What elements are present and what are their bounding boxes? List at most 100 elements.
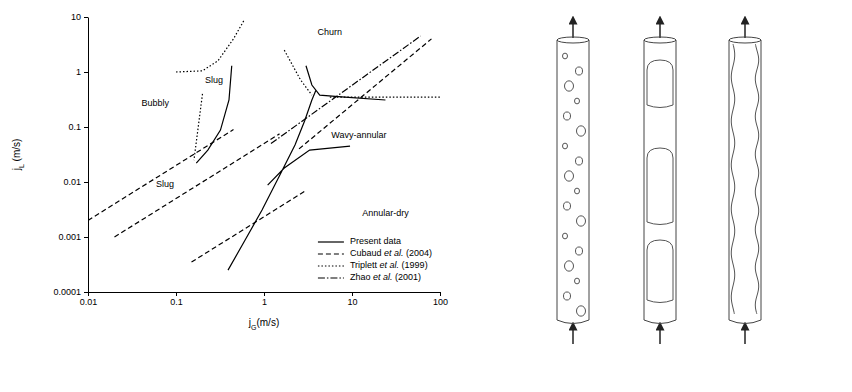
tube-end xyxy=(557,320,589,324)
legend-background xyxy=(314,232,436,288)
legend-entry: Triplett et al. (1999) xyxy=(318,260,428,270)
tick: 0.1 xyxy=(68,122,88,132)
bubble xyxy=(575,278,580,284)
tube-wall xyxy=(589,40,590,320)
arrow xyxy=(572,20,574,38)
bubble xyxy=(564,292,571,300)
bubble xyxy=(577,216,586,226)
legend-swatch xyxy=(318,253,344,254)
tick-label: 0.01 xyxy=(63,177,81,187)
tick-label: 100 xyxy=(433,297,448,307)
taylor-bubble xyxy=(647,240,673,303)
tick-label: 10 xyxy=(347,297,357,307)
tick-label: 10 xyxy=(71,12,81,22)
tick-label: 0.1 xyxy=(68,122,81,132)
legend-swatch xyxy=(318,265,344,266)
arrow xyxy=(744,20,746,38)
legend-label: Cubaud et al. (2004) xyxy=(350,248,432,258)
legend-label: Zhao et al. (2001) xyxy=(350,272,421,282)
tick-label: 0.1 xyxy=(170,297,183,307)
tube-end xyxy=(644,37,676,43)
tick: 1 xyxy=(262,292,267,307)
tube-wall xyxy=(644,40,645,320)
bubble xyxy=(564,112,571,120)
tube xyxy=(644,20,676,344)
region-label: Annular-dry xyxy=(362,208,409,218)
tick-mark xyxy=(264,292,265,296)
tube-end xyxy=(729,320,761,324)
bubble xyxy=(576,157,583,165)
tick: 100 xyxy=(433,292,448,307)
tube xyxy=(729,20,761,344)
tick-label: 0.01 xyxy=(80,297,98,307)
tick-mark xyxy=(84,17,88,18)
region-label: Wavy-annular xyxy=(331,130,386,140)
legend-swatch xyxy=(318,241,344,242)
tick: 10 xyxy=(347,292,357,307)
liquid-film xyxy=(731,44,734,314)
taylor-bubble xyxy=(647,148,673,225)
bubble xyxy=(564,202,571,210)
tick: 0.01 xyxy=(63,177,88,187)
tube xyxy=(557,20,589,344)
boundary-line xyxy=(271,36,421,143)
boundary-line xyxy=(88,39,431,262)
tube-wall xyxy=(557,40,558,320)
region-label: Bubbly xyxy=(141,98,169,108)
legend-entry: Zhao et al. (2001) xyxy=(318,272,421,282)
tube-wall xyxy=(729,40,730,320)
tick-mark xyxy=(440,292,441,296)
tube-end xyxy=(644,320,676,324)
legend-swatch xyxy=(318,277,344,278)
y-axis-title: jL (m/s) xyxy=(11,139,25,172)
bubble xyxy=(575,188,580,194)
arrow xyxy=(659,326,661,344)
bubble xyxy=(577,306,586,316)
x-axis-title: jG(m/s) xyxy=(248,317,279,331)
legend-label: Triplett et al. (1999) xyxy=(350,260,428,270)
tick: 0.01 xyxy=(80,292,98,307)
bubble xyxy=(565,81,574,91)
tick-mark xyxy=(84,237,88,238)
tick-mark xyxy=(84,292,88,293)
tube-wall xyxy=(676,40,677,320)
bubble xyxy=(563,53,568,59)
tick: 10 xyxy=(71,12,88,22)
axis-line xyxy=(88,18,89,293)
tube-end xyxy=(557,37,589,43)
figure: 0.01 0.1 1 10 100 0.0001 0.001 0.01 0.1 1 10 jG(m/s… xyxy=(0,0,852,392)
bubble xyxy=(577,126,586,136)
taylor-bubble xyxy=(647,60,673,108)
tick-mark xyxy=(84,127,88,128)
y-axis: 0.0001 0.001 0.01 0.1 1 10 xyxy=(53,12,88,297)
tick-mark xyxy=(352,292,353,296)
legend-label: Present data xyxy=(350,236,401,246)
bubble xyxy=(565,261,574,271)
arrow xyxy=(744,326,746,344)
legend-entry: Cubaud et al. (2004) xyxy=(318,248,432,258)
x-axis: 0.01 0.1 1 10 100 xyxy=(80,292,448,307)
region-labels: BubblySlugSlugChurnWavy-annularAnnular-d… xyxy=(141,27,409,218)
arrow xyxy=(659,20,661,38)
bubble xyxy=(563,143,568,149)
tick-mark xyxy=(88,292,89,296)
tick-mark xyxy=(84,72,88,73)
tube-end xyxy=(729,37,761,43)
tube-wall xyxy=(761,40,762,320)
bubble xyxy=(565,171,574,181)
tick-mark xyxy=(84,182,88,183)
liquid-film xyxy=(755,44,758,314)
tick-mark xyxy=(176,292,177,296)
tick-label: 0.001 xyxy=(58,232,81,242)
tick-label: 1 xyxy=(262,297,267,307)
region-label: Slug xyxy=(156,179,174,189)
arrow xyxy=(572,326,574,344)
tick-label: 1 xyxy=(76,67,81,77)
tick: 0.1 xyxy=(170,292,183,307)
legend: Present data Cubaud et al. (2004) Triplett… xyxy=(314,232,436,288)
bubble xyxy=(575,98,580,104)
bubble xyxy=(576,67,583,75)
tick-label: 0.0001 xyxy=(53,287,81,297)
tick: 0.001 xyxy=(58,232,88,242)
flow-sketches xyxy=(557,20,761,344)
